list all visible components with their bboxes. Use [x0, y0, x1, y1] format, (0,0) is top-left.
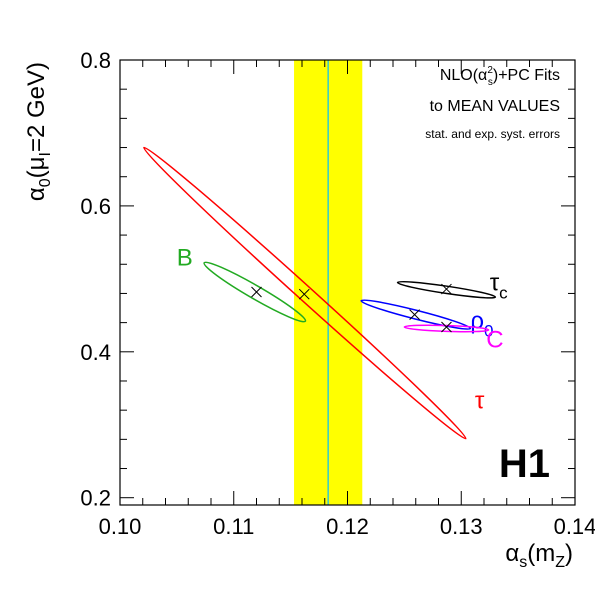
y-tick-label: 0.8 — [80, 48, 111, 73]
y-axis-title-tail: (μ — [23, 157, 50, 179]
series-B: B — [177, 245, 307, 323]
x-axis-title: αs(mZ) — [505, 540, 573, 571]
annotation-line-1-a: NLO(α — [440, 67, 487, 84]
annotation-line-1-b: )+PC Fits — [493, 67, 560, 84]
x-tick-label: 0.13 — [440, 514, 483, 539]
annotation-line-1: NLO(α2 s)+PC Fits — [440, 65, 560, 88]
x-tick-label: 0.14 — [554, 514, 595, 539]
y-tick-label: 0.4 — [80, 340, 111, 365]
central-value-marker — [409, 309, 420, 320]
x-axis-title-close: ) — [565, 540, 573, 567]
y-axis-title-sub: 0 — [37, 178, 54, 187]
series-τ: τ — [143, 146, 485, 440]
y-axis-title-rest: =2 GeV) — [23, 62, 50, 152]
h1-logo: H1 — [499, 442, 550, 486]
tick-layer — [119, 59, 576, 505]
series-label: τ — [475, 388, 485, 415]
x-axis-title-sub: s — [519, 554, 527, 571]
error-ellipse — [360, 299, 472, 330]
x-tick-labels: 0.10 0.11 0.12 0.13 0.14 — [99, 514, 595, 539]
annotation-line-3: stat. and exp. syst. errors — [425, 127, 560, 141]
series-C: C — [403, 321, 504, 353]
error-ellipse — [403, 324, 490, 333]
x-tick-label: 0.12 — [326, 514, 369, 539]
series-label: τc — [490, 270, 508, 303]
y-axis-title: α0(μI=2 GeV) — [23, 62, 54, 201]
y-axis-title-alpha: α — [23, 187, 50, 201]
series-τc: τc — [396, 270, 508, 303]
annotation-line-1-sub: s — [488, 77, 493, 88]
x-tick-label: 0.10 — [99, 514, 142, 539]
central-value-marker — [251, 286, 262, 298]
error-ellipse — [203, 261, 307, 323]
series-ρ0: ρ0 — [360, 299, 493, 340]
series-label: C — [486, 326, 503, 353]
error-ellipse — [396, 280, 497, 299]
annotation-line-1-sup: 2 — [487, 65, 493, 76]
x-axis-title-alpha: α — [505, 540, 519, 567]
x-axis-title-sub2: Z — [555, 554, 565, 571]
x-axis-title-tail: (m — [527, 540, 555, 567]
central-value-marker — [298, 288, 310, 300]
central-value-marker — [441, 321, 452, 333]
y-tick-labels: 0.2 0.4 0.6 0.8 — [80, 48, 111, 511]
central-value-marker — [441, 283, 452, 295]
annotation-line-2: to MEAN VALUES — [430, 98, 560, 115]
y-tick-label: 0.6 — [80, 194, 111, 219]
x-tick-label: 0.11 — [213, 514, 254, 539]
series-label: B — [177, 245, 193, 272]
y-tick-label: 0.2 — [80, 486, 111, 511]
y-axis-title-sub2: I — [37, 152, 54, 156]
